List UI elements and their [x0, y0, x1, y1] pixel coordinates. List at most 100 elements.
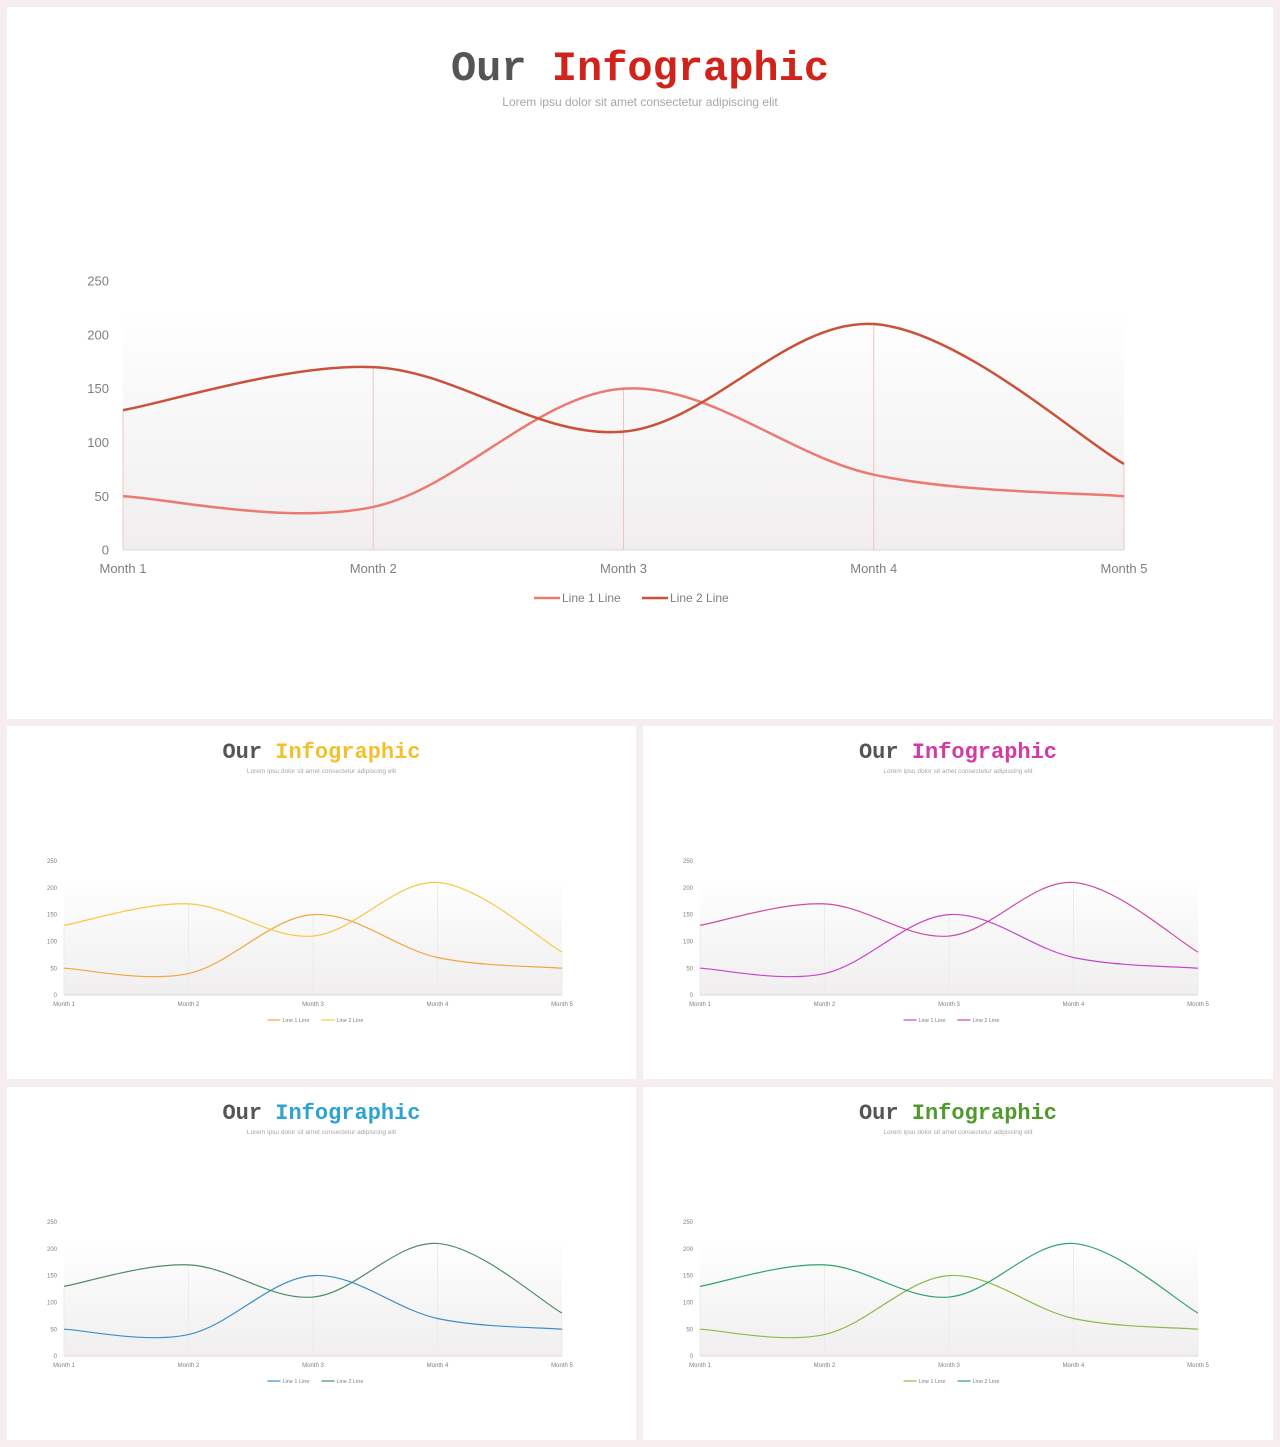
- y-tick-label: 200: [683, 886, 694, 892]
- y-tick-label: 100: [683, 940, 694, 946]
- x-tick-label: Month 4: [850, 561, 897, 576]
- y-tick-label: 100: [47, 1301, 58, 1307]
- series-line-1: [63, 1274, 563, 1339]
- slide-title: Our Infographic: [643, 1101, 1273, 1126]
- legend-label: Line 2 Line: [973, 1379, 1000, 1385]
- x-tick-label: Month 3: [302, 1002, 324, 1008]
- y-tick-label: 200: [47, 886, 58, 892]
- slide-title: Our Infographic: [7, 45, 1273, 93]
- title-word-infographic: Infographic: [551, 45, 830, 93]
- y-tick-label: 0: [690, 993, 694, 999]
- y-tick-label: 250: [683, 859, 694, 865]
- legend-label: Line 2 Line: [670, 591, 729, 605]
- y-tick-label: 250: [87, 274, 109, 289]
- y-tick-label: 50: [95, 489, 109, 504]
- x-tick-label: Month 1: [53, 1363, 75, 1369]
- title-word-our: Our: [222, 740, 263, 765]
- slide-title: Our Infographic: [7, 740, 636, 765]
- x-tick-label: Month 5: [551, 1002, 573, 1008]
- slide-green: Our Infographic Lorem ipsu dolor sit ame…: [643, 1087, 1273, 1440]
- legend-label: Line 2 Line: [973, 1018, 1000, 1024]
- x-tick-label: Month 5: [1101, 561, 1148, 576]
- slide-main: Our Infographic Lorem ipsu dolor sit ame…: [7, 7, 1273, 719]
- y-tick-label: 200: [47, 1247, 58, 1253]
- title-word-infographic: Infographic: [275, 740, 421, 765]
- x-tick-label: Month 2: [814, 1002, 836, 1008]
- legend-label: Line 1 Line: [919, 1018, 946, 1024]
- y-tick-label: 50: [686, 1327, 693, 1333]
- y-tick-label: 150: [87, 381, 109, 396]
- y-tick-label: 100: [683, 1301, 694, 1307]
- series-line-1: [122, 387, 1125, 515]
- title-word-our: Our: [858, 1101, 899, 1126]
- line-chart: 0 50 100 150 200 250 Month 1 Month 2 Month 3 Mont…: [683, 859, 1210, 1024]
- y-tick-label: 0: [102, 543, 109, 558]
- x-tick-label: Month 3: [938, 1363, 960, 1369]
- x-tick-label: Month 2: [178, 1002, 200, 1008]
- x-tick-label: Month 3: [938, 1002, 960, 1008]
- series-line-2: [63, 1242, 563, 1314]
- x-tick-label: Month 5: [1187, 1363, 1209, 1369]
- x-tick-label: Month 4: [427, 1002, 449, 1008]
- y-tick-label: 150: [683, 913, 694, 919]
- legend-label: Line 1 Line: [283, 1018, 310, 1024]
- slide-yellow: Our Infographic Lorem ipsu dolor sit ame…: [7, 726, 636, 1079]
- series-line-2: [122, 322, 1125, 466]
- slide-blue: Our Infographic Lorem ipsu dolor sit ame…: [7, 1087, 636, 1440]
- title-word-infographic: Infographic: [275, 1101, 421, 1126]
- y-tick-label: 100: [87, 435, 109, 450]
- y-tick-label: 150: [47, 913, 58, 919]
- line-chart: 0 50 100 150 200 250 Month 1 Month 2 Month 3 Mont…: [47, 1220, 574, 1385]
- x-tick-label: Month 1: [100, 561, 147, 576]
- title-word-our: Our: [222, 1101, 263, 1126]
- slide-title: Our Infographic: [7, 1101, 636, 1126]
- y-tick-label: 50: [50, 1327, 57, 1333]
- y-tick-label: 0: [690, 1354, 694, 1360]
- series-line-1: [699, 1274, 1199, 1339]
- x-tick-label: Month 3: [302, 1363, 324, 1369]
- title-word-our: Our: [450, 45, 527, 93]
- y-tick-label: 250: [683, 1220, 694, 1226]
- x-tick-label: Month 2: [814, 1363, 836, 1369]
- y-tick-label: 100: [47, 940, 58, 946]
- x-tick-label: Month 2: [178, 1363, 200, 1369]
- title-word-infographic: Infographic: [911, 1101, 1058, 1126]
- y-tick-label: 200: [87, 327, 109, 342]
- legend-label: Line 2 Line: [337, 1018, 364, 1024]
- x-tick-label: Month 4: [1063, 1363, 1085, 1369]
- slide-title: Our Infographic: [643, 740, 1273, 765]
- series-line-2: [699, 1242, 1199, 1314]
- series-line-2: [63, 881, 563, 953]
- legend-label: Line 1 Line: [562, 591, 621, 605]
- title-word-our: Our: [858, 740, 899, 765]
- line-chart: 0 50 100 150 200 250 Month 1 Month 2 Month 3 Mont…: [87, 274, 1148, 606]
- slide-subtitle: Lorem ipsu dolor sit amet consectetur ad…: [246, 1129, 397, 1136]
- x-tick-label: Month 4: [1063, 1002, 1085, 1008]
- x-tick-label: Month 1: [689, 1002, 711, 1008]
- legend-label: Line 1 Line: [919, 1379, 946, 1385]
- x-tick-label: Month 5: [551, 1363, 573, 1369]
- slide-subtitle: Lorem ipsu dolor sit amet consectetur ad…: [883, 1129, 1033, 1136]
- x-tick-label: Month 1: [53, 1002, 75, 1008]
- slide-subtitle: Lorem ipsu dolor sit amet consectetur ad…: [502, 95, 778, 109]
- legend-label: Line 2 Line: [337, 1379, 364, 1385]
- series-line-1: [699, 913, 1199, 978]
- x-tick-label: Month 2: [350, 561, 397, 576]
- x-tick-label: Month 4: [427, 1363, 449, 1369]
- series-line-2: [699, 881, 1199, 953]
- y-tick-label: 150: [683, 1274, 694, 1280]
- x-tick-label: Month 5: [1187, 1002, 1209, 1008]
- x-tick-label: Month 1: [689, 1363, 711, 1369]
- y-tick-label: 250: [47, 859, 58, 865]
- y-tick-label: 0: [54, 1354, 58, 1360]
- y-tick-label: 50: [686, 966, 693, 972]
- x-tick-label: Month 3: [600, 561, 647, 576]
- title-word-infographic: Infographic: [911, 740, 1058, 765]
- slide-subtitle: Lorem ipsu dolor sit amet consectetur ad…: [246, 768, 397, 775]
- slide-subtitle: Lorem ipsu dolor sit amet consectetur ad…: [883, 768, 1033, 775]
- y-tick-label: 150: [47, 1274, 58, 1280]
- line-chart: 0 50 100 150 200 250 Month 1 Month 2 Month 3 Mont…: [683, 1220, 1210, 1385]
- y-tick-label: 50: [50, 966, 57, 972]
- line-chart: 0 50 100 150 200 250 Month 1 Month 2 Month 3 Mont…: [47, 859, 574, 1024]
- slide-magenta: Our Infographic Lorem ipsu dolor sit ame…: [643, 726, 1273, 1079]
